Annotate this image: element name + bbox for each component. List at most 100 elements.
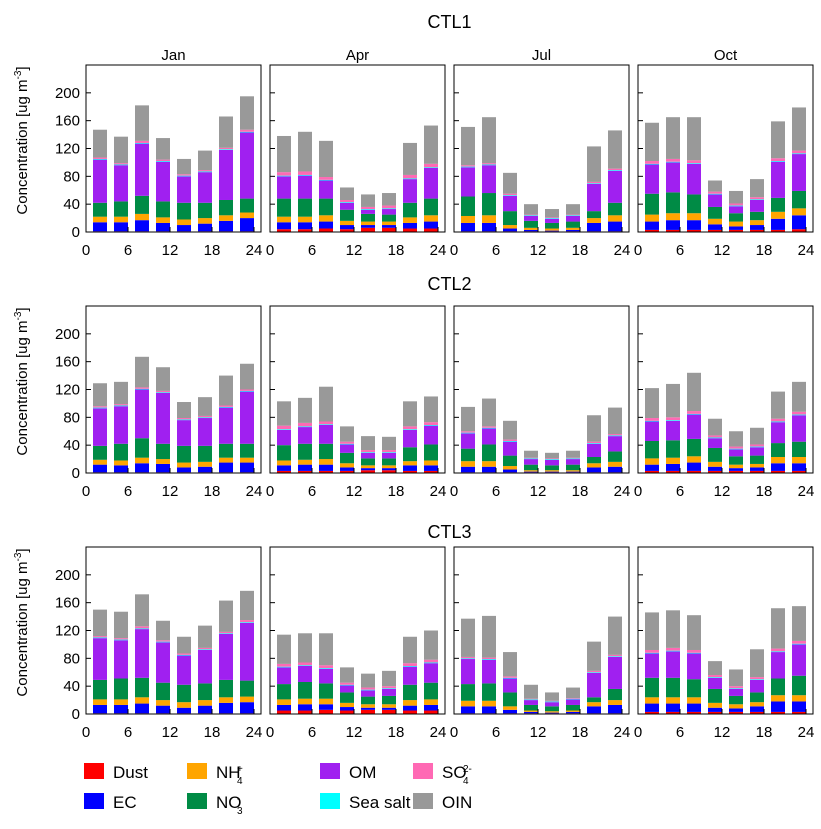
bar-so4-23 — [424, 659, 438, 663]
bar-no3-20 — [587, 211, 601, 219]
bar-nh4-14 — [545, 228, 559, 231]
bar-nh4-20 — [219, 697, 233, 703]
bar-so4-5 — [114, 638, 128, 640]
bar-nh4-23 — [424, 460, 438, 466]
bar-so4-2 — [461, 431, 475, 433]
bar-seasalt-8 — [503, 195, 517, 196]
panel-ctl1-oct: Oct 0 6 12 18 24 — [634, 47, 815, 259]
bar-oin-5 — [482, 117, 496, 164]
bar-oin-14 — [729, 190, 743, 204]
bar-oin-2 — [277, 135, 291, 173]
bar-nh4-5 — [666, 697, 680, 704]
row-title: CTL1 — [427, 12, 471, 32]
bar-ec-5 — [666, 220, 680, 230]
bar-no3-8 — [503, 211, 517, 226]
bar-nh4-23 — [792, 208, 806, 216]
bar-ec-20 — [403, 222, 417, 229]
bar-om-8 — [319, 424, 333, 444]
bar-seasalt-8 — [135, 142, 149, 144]
bar-oin-8 — [319, 386, 333, 422]
x-tick-label: 18 — [756, 483, 773, 500]
bar-so4-23 — [792, 411, 806, 415]
bar-no3-23 — [608, 688, 622, 701]
bar-nh4-2 — [461, 461, 475, 467]
bar-om-20 — [771, 161, 785, 198]
bar-no3-17 — [750, 211, 764, 221]
bar-nh4-8 — [135, 697, 149, 704]
bar-so4-20 — [403, 663, 417, 666]
bar-ec-23 — [792, 463, 806, 471]
bar-so4-20 — [403, 174, 417, 179]
bar-ec-8 — [319, 704, 333, 710]
bar-ec-5 — [114, 465, 128, 473]
bar-om-20 — [587, 672, 601, 698]
x-tick-label: 12 — [714, 724, 731, 741]
x-tick-label: 0 — [450, 483, 458, 500]
bar-no3-20 — [587, 457, 601, 464]
bar-no3-8 — [503, 455, 517, 467]
bar-oin-23 — [240, 96, 254, 130]
bar-seasalt-20 — [219, 633, 233, 634]
bar-no3-5 — [114, 443, 128, 461]
bar-dust-23 — [792, 229, 806, 232]
bar-nh4-11 — [156, 700, 170, 706]
bar-no3-14 — [177, 202, 191, 220]
bar-oin-5 — [482, 615, 496, 658]
bar-no3-14 — [361, 213, 375, 222]
bar-oin-20 — [219, 600, 233, 632]
bar-dust-11 — [708, 470, 722, 473]
bar-ec-14 — [361, 468, 375, 471]
bar-so4-11 — [524, 698, 538, 700]
bar-oin-2 — [645, 388, 659, 419]
bar-oin-2 — [277, 401, 291, 426]
bar-ec-20 — [219, 462, 233, 473]
legend-label-om: OM — [349, 763, 376, 782]
bar-seasalt-2 — [277, 429, 291, 430]
bar-oin-17 — [566, 204, 580, 215]
panel-ctl2-apr: 0 6 12 18 24 — [266, 305, 446, 500]
bar-oin-5 — [482, 398, 496, 427]
bar-dust-14 — [361, 709, 375, 714]
bar-nh4-8 — [503, 466, 517, 470]
bar-nh4-8 — [135, 457, 149, 464]
bar-so4-5 — [298, 662, 312, 666]
bar-so4-23 — [240, 389, 254, 391]
bar-nh4-17 — [382, 704, 396, 708]
bar-so4-17 — [382, 686, 396, 689]
bar-oin-14 — [361, 194, 375, 207]
y-tick-label: 80 — [63, 409, 80, 426]
legend-swatch-no3 — [187, 793, 207, 809]
bar-oin-14 — [177, 636, 191, 654]
bar-nh4-20 — [771, 695, 785, 702]
bar-om-20 — [403, 429, 417, 448]
bar-nh4-17 — [198, 461, 212, 467]
x-tick-label: 12 — [346, 724, 363, 741]
bar-no3-5 — [114, 678, 128, 700]
legend-label-ec: EC — [113, 793, 137, 812]
bar-no3-2 — [461, 448, 475, 462]
bar-seasalt-5 — [114, 164, 128, 166]
bar-ec-8 — [135, 463, 149, 473]
bar-ec-2 — [93, 464, 107, 473]
bar-so4-20 — [403, 426, 417, 430]
bar-nh4-5 — [114, 460, 128, 466]
bar-nh4-17 — [198, 218, 212, 224]
y-tick-label: 120 — [55, 382, 80, 399]
bar-ec-17 — [198, 466, 212, 473]
bar-no3-17 — [198, 683, 212, 701]
plot-frame — [637, 305, 814, 474]
bar-so4-14 — [177, 174, 191, 176]
bar-dust-2 — [277, 229, 291, 232]
bar-om-17 — [198, 649, 212, 684]
row-title: CTL3 — [427, 522, 471, 542]
bar-no3-17 — [198, 445, 212, 462]
bar-so4-17 — [566, 457, 580, 459]
bar-nh4-2 — [277, 216, 291, 223]
bar-oin-11 — [708, 418, 722, 436]
bar-no3-2 — [461, 684, 475, 701]
bar-seasalt-23 — [792, 153, 806, 155]
bar-om-2 — [645, 164, 659, 194]
bar-dust-5 — [666, 229, 680, 232]
bar-dust-11 — [340, 710, 354, 714]
bar-seasalt-14 — [177, 654, 191, 656]
